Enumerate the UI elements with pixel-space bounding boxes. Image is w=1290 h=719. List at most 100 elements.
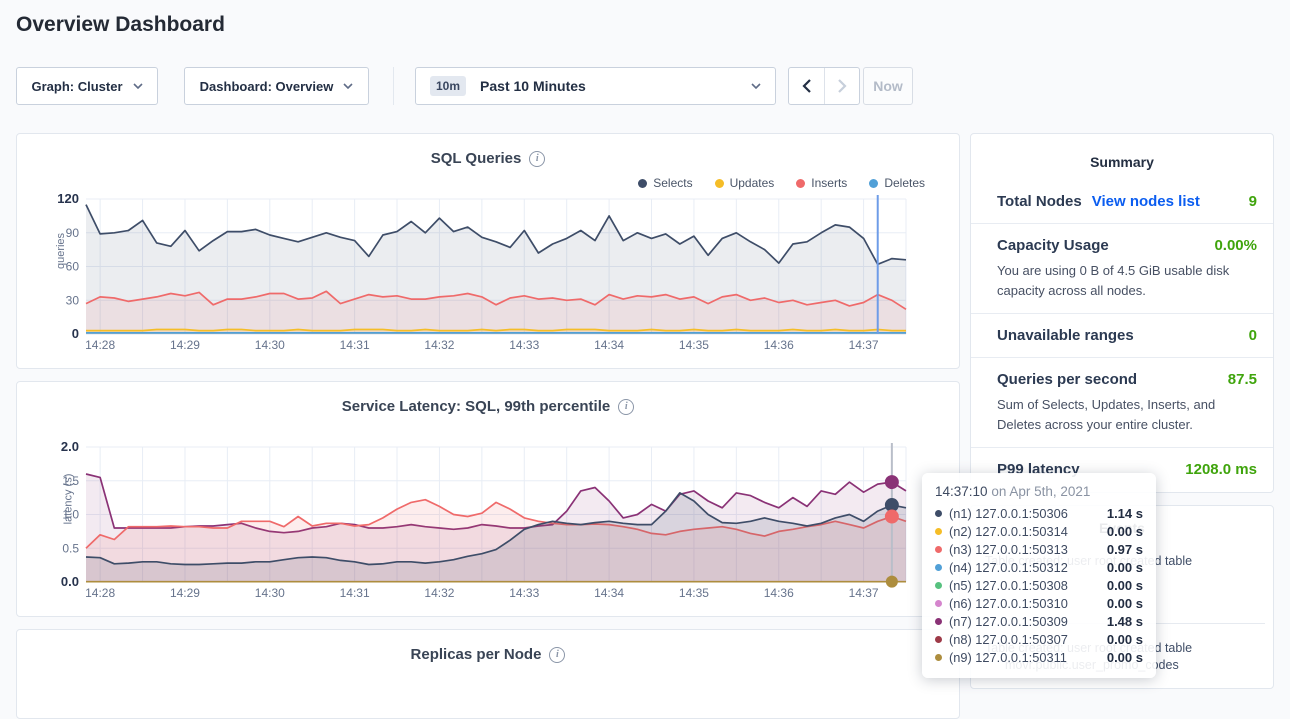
tooltip-row: (n6) 127.0.0.1:503100.00 s <box>935 594 1143 612</box>
svg-text:14:32: 14:32 <box>424 586 454 600</box>
chart-title-service-latency: Service Latency: SQL, 99th percentile <box>342 398 610 415</box>
node-dot-icon <box>935 600 942 607</box>
summary-row-capacity: Capacity Usage 0.00% You are using 0 B o… <box>971 223 1273 313</box>
summary-row-total-nodes: Total Nodes View nodes list 9 <box>971 180 1273 223</box>
graph-dropdown-label: Graph: Cluster <box>31 79 122 94</box>
service-latency-chart-card: Service Latency: SQL, 99th percentile i … <box>16 381 960 617</box>
summary-row-unavailable-ranges: Unavailable ranges 0 <box>971 313 1273 357</box>
qps-value: 87.5 <box>1228 371 1257 388</box>
tooltip-row: (n3) 127.0.0.1:503130.97 s <box>935 540 1143 558</box>
legend-item-inserts[interactable]: Inserts <box>796 176 847 190</box>
tooltip-row: (n5) 127.0.0.1:503080.00 s <box>935 576 1143 594</box>
chevron-down-icon <box>133 83 143 89</box>
summary-title: Summary <box>971 134 1273 180</box>
time-step-back-button[interactable] <box>789 68 824 104</box>
chevron-down-icon <box>343 83 353 89</box>
node-dot-icon <box>935 582 942 589</box>
svg-text:14:35: 14:35 <box>679 586 709 600</box>
tooltip-row: (n2) 127.0.0.1:503140.00 s <box>935 522 1143 540</box>
updates-dot-icon <box>715 179 724 188</box>
sql-queries-chart[interactable]: 030609012014:2814:2914:3014:3114:3214:33… <box>33 191 945 361</box>
svg-text:14:31: 14:31 <box>340 586 370 600</box>
svg-text:0.5: 0.5 <box>62 541 79 555</box>
unavailable-ranges-label: Unavailable ranges <box>997 327 1134 344</box>
tooltip-row: (n7) 127.0.0.1:503091.48 s <box>935 612 1143 630</box>
time-step-buttons <box>788 67 860 105</box>
svg-text:30: 30 <box>66 293 80 307</box>
deletes-dot-icon <box>869 179 878 188</box>
svg-text:14:29: 14:29 <box>170 586 200 600</box>
chart-title-sql-queries: SQL Queries <box>431 150 522 167</box>
legend-item-updates[interactable]: Updates <box>715 176 775 190</box>
svg-text:14:29: 14:29 <box>170 338 200 352</box>
node-dot-icon <box>935 636 942 643</box>
node-dot-icon <box>935 546 942 553</box>
legend-item-selects[interactable]: Selects <box>638 176 692 190</box>
chart-hover-tooltip: 14:37:10 on Apr 5th, 2021 (n1) 127.0.0.1… <box>922 473 1156 678</box>
chevron-right-icon <box>837 79 847 93</box>
svg-text:90: 90 <box>66 226 80 240</box>
svg-text:14:34: 14:34 <box>594 586 624 600</box>
svg-text:14:34: 14:34 <box>594 338 624 352</box>
view-nodes-list-link[interactable]: View nodes list <box>1092 193 1200 210</box>
tooltip-time: 14:37:10 <box>935 484 988 499</box>
svg-text:14:37: 14:37 <box>849 338 879 352</box>
now-button[interactable]: Now <box>863 67 913 105</box>
node-dot-icon <box>935 510 942 517</box>
total-nodes-label: Total Nodes <box>997 193 1082 210</box>
svg-text:14:31: 14:31 <box>340 338 370 352</box>
svg-text:14:37: 14:37 <box>849 586 879 600</box>
summary-row-qps: Queries per second 87.5 Sum of Selects, … <box>971 357 1273 447</box>
tooltip-row: (n1) 127.0.0.1:503061.14 s <box>935 504 1143 522</box>
svg-text:14:28: 14:28 <box>85 586 115 600</box>
graph-dropdown[interactable]: Graph: Cluster <box>16 67 158 105</box>
sql-queries-chart-card: SQL Queries i Selects Updates Inserts De… <box>16 133 960 369</box>
node-dot-icon <box>935 618 942 625</box>
time-range-label: Past 10 Minutes <box>480 78 586 94</box>
svg-text:14:36: 14:36 <box>764 338 794 352</box>
svg-text:14:33: 14:33 <box>509 338 539 352</box>
qps-label: Queries per second <box>997 371 1137 388</box>
info-icon[interactable]: i <box>549 647 565 663</box>
page-title: Overview Dashboard <box>16 13 225 37</box>
svg-text:14:28: 14:28 <box>85 338 115 352</box>
svg-text:14:32: 14:32 <box>424 338 454 352</box>
svg-text:1.5: 1.5 <box>62 474 79 488</box>
dashboard-dropdown[interactable]: Dashboard: Overview <box>184 67 369 105</box>
node-dot-icon <box>935 528 942 535</box>
svg-text:14:33: 14:33 <box>509 586 539 600</box>
svg-text:0: 0 <box>72 326 79 341</box>
inserts-dot-icon <box>796 179 805 188</box>
svg-text:2.0: 2.0 <box>61 439 79 454</box>
dashboard-dropdown-label: Dashboard: Overview <box>200 79 334 94</box>
node-dot-icon <box>935 654 942 661</box>
chevron-left-icon <box>802 79 812 93</box>
time-range-dropdown[interactable]: 10m Past 10 Minutes <box>415 67 776 105</box>
svg-text:60: 60 <box>66 260 80 274</box>
legend-item-deletes[interactable]: Deletes <box>869 176 925 190</box>
toolbar: Graph: Cluster Dashboard: Overview 10m P… <box>0 67 1290 105</box>
tooltip-row: (n8) 127.0.0.1:503070.00 s <box>935 630 1143 648</box>
selects-dot-icon <box>638 179 647 188</box>
time-step-forward-button[interactable] <box>824 68 859 104</box>
time-range-badge: 10m <box>430 76 466 96</box>
summary-panel: Summary Total Nodes View nodes list 9 Ca… <box>970 133 1274 493</box>
toolbar-divider <box>393 67 394 105</box>
tooltip-row: (n4) 127.0.0.1:503120.00 s <box>935 558 1143 576</box>
capacity-label: Capacity Usage <box>997 237 1109 254</box>
svg-text:14:30: 14:30 <box>255 586 285 600</box>
p99-value: 1208.0 ms <box>1185 461 1257 478</box>
chart-title-replicas: Replicas per Node <box>411 646 542 663</box>
node-dot-icon <box>935 564 942 571</box>
replicas-per-node-chart-card: Replicas per Node i <box>16 629 960 719</box>
svg-text:120: 120 <box>57 191 79 206</box>
info-icon[interactable]: i <box>529 151 545 167</box>
qps-description: Sum of Selects, Updates, Inserts, and De… <box>997 395 1257 434</box>
capacity-description: You are using 0 B of 4.5 GiB usable disk… <box>997 261 1257 300</box>
info-icon[interactable]: i <box>618 399 634 415</box>
tooltip-row: (n9) 127.0.0.1:503110.00 s <box>935 648 1143 666</box>
total-nodes-value: 9 <box>1249 193 1257 210</box>
chevron-down-icon <box>751 83 761 89</box>
service-latency-chart[interactable]: 0.00.51.01.52.014:2814:2914:3014:3114:32… <box>33 439 945 609</box>
unavailable-ranges-value: 0 <box>1249 327 1257 344</box>
